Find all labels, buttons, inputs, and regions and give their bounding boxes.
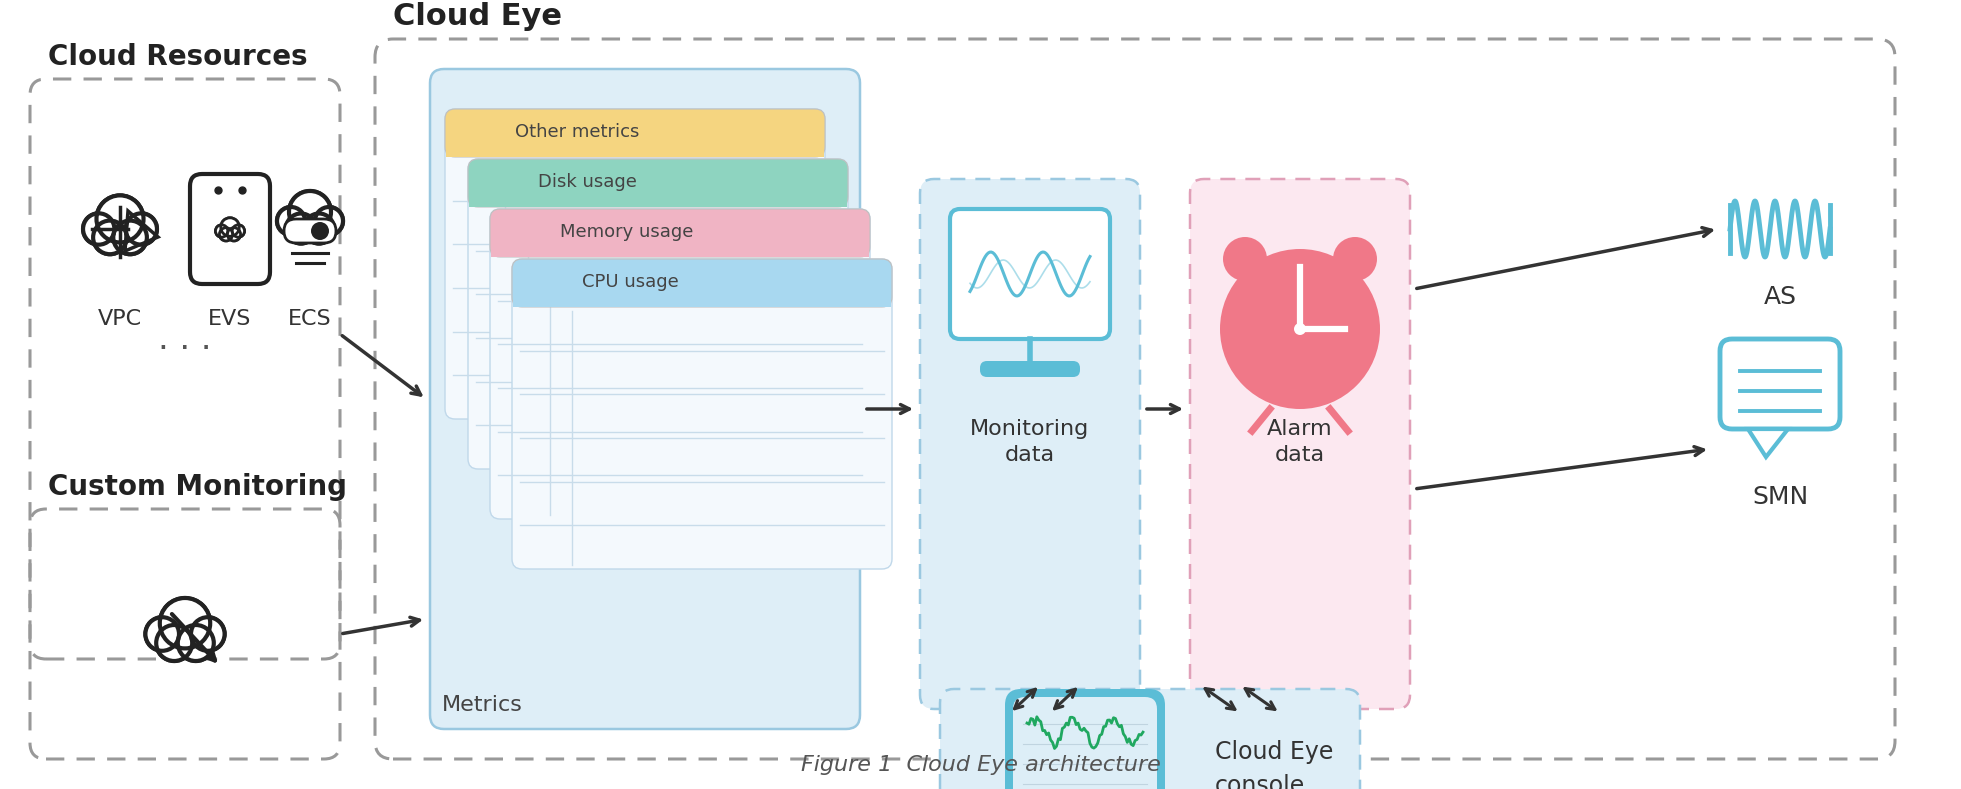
Circle shape bbox=[114, 222, 145, 253]
FancyBboxPatch shape bbox=[920, 179, 1139, 709]
FancyBboxPatch shape bbox=[490, 233, 869, 257]
Circle shape bbox=[82, 213, 114, 245]
Circle shape bbox=[127, 215, 157, 244]
Text: EVS: EVS bbox=[208, 309, 251, 329]
FancyBboxPatch shape bbox=[939, 689, 1361, 789]
Circle shape bbox=[84, 215, 114, 244]
Circle shape bbox=[96, 196, 143, 242]
FancyBboxPatch shape bbox=[284, 219, 335, 243]
FancyBboxPatch shape bbox=[469, 159, 847, 207]
Circle shape bbox=[216, 225, 227, 237]
Circle shape bbox=[190, 617, 226, 651]
Text: Alarm
data: Alarm data bbox=[1267, 419, 1333, 466]
Circle shape bbox=[216, 225, 227, 237]
Circle shape bbox=[290, 193, 329, 232]
Circle shape bbox=[312, 222, 329, 240]
Circle shape bbox=[192, 619, 224, 650]
Circle shape bbox=[159, 598, 210, 649]
FancyBboxPatch shape bbox=[469, 183, 847, 207]
Circle shape bbox=[161, 600, 208, 647]
FancyBboxPatch shape bbox=[949, 209, 1110, 339]
Circle shape bbox=[286, 214, 316, 244]
Text: CPU usage: CPU usage bbox=[582, 273, 679, 291]
Text: Metrics: Metrics bbox=[441, 695, 524, 715]
Circle shape bbox=[227, 228, 239, 241]
Circle shape bbox=[288, 191, 331, 233]
FancyBboxPatch shape bbox=[1190, 179, 1410, 709]
Text: Figure 1  Cloud Eye architecture: Figure 1 Cloud Eye architecture bbox=[800, 755, 1161, 775]
Circle shape bbox=[98, 196, 141, 241]
FancyBboxPatch shape bbox=[445, 109, 826, 157]
Text: Monitoring
data: Monitoring data bbox=[971, 419, 1090, 466]
FancyBboxPatch shape bbox=[512, 259, 892, 307]
Circle shape bbox=[178, 625, 214, 661]
Text: Disk usage: Disk usage bbox=[537, 173, 637, 191]
Text: Memory usage: Memory usage bbox=[561, 223, 694, 241]
Circle shape bbox=[316, 208, 341, 234]
Circle shape bbox=[94, 222, 126, 253]
Text: Cloud Resources: Cloud Resources bbox=[47, 43, 308, 71]
Circle shape bbox=[231, 225, 245, 237]
FancyBboxPatch shape bbox=[445, 109, 826, 419]
Circle shape bbox=[222, 218, 239, 236]
Circle shape bbox=[286, 215, 316, 242]
FancyBboxPatch shape bbox=[1720, 339, 1839, 429]
Circle shape bbox=[304, 214, 333, 244]
Polygon shape bbox=[1747, 429, 1788, 457]
Circle shape bbox=[157, 626, 190, 660]
Circle shape bbox=[157, 625, 192, 661]
FancyBboxPatch shape bbox=[1004, 689, 1165, 789]
Circle shape bbox=[222, 219, 239, 236]
Circle shape bbox=[92, 221, 127, 254]
FancyBboxPatch shape bbox=[980, 361, 1081, 377]
Text: Custom Monitoring: Custom Monitoring bbox=[47, 473, 347, 501]
Text: AS: AS bbox=[1763, 285, 1796, 309]
Circle shape bbox=[1224, 237, 1267, 281]
FancyBboxPatch shape bbox=[490, 209, 871, 257]
Circle shape bbox=[114, 221, 147, 254]
Circle shape bbox=[126, 213, 157, 245]
Circle shape bbox=[227, 228, 241, 241]
Circle shape bbox=[145, 617, 178, 651]
Text: VPC: VPC bbox=[98, 309, 141, 329]
Circle shape bbox=[1333, 237, 1377, 281]
Circle shape bbox=[220, 228, 233, 241]
FancyBboxPatch shape bbox=[469, 159, 847, 469]
Text: · · ·: · · · bbox=[159, 332, 212, 365]
Circle shape bbox=[278, 208, 304, 234]
Circle shape bbox=[316, 207, 343, 235]
Text: Cloud Eye: Cloud Eye bbox=[392, 2, 563, 31]
Text: Other metrics: Other metrics bbox=[516, 123, 639, 141]
FancyBboxPatch shape bbox=[190, 174, 271, 284]
Text: ECS: ECS bbox=[288, 309, 331, 329]
Circle shape bbox=[147, 619, 178, 650]
FancyBboxPatch shape bbox=[1014, 697, 1157, 789]
FancyBboxPatch shape bbox=[490, 209, 871, 519]
Circle shape bbox=[220, 228, 231, 241]
Circle shape bbox=[277, 207, 306, 235]
Circle shape bbox=[1220, 249, 1381, 409]
Circle shape bbox=[233, 225, 245, 237]
FancyBboxPatch shape bbox=[512, 259, 892, 569]
Circle shape bbox=[304, 215, 333, 242]
Text: Cloud Eye
console: Cloud Eye console bbox=[1216, 740, 1333, 789]
FancyBboxPatch shape bbox=[445, 133, 824, 157]
Text: SMN: SMN bbox=[1751, 485, 1808, 509]
Circle shape bbox=[1294, 323, 1306, 335]
FancyBboxPatch shape bbox=[429, 69, 861, 729]
Circle shape bbox=[178, 626, 212, 660]
FancyBboxPatch shape bbox=[514, 283, 890, 307]
